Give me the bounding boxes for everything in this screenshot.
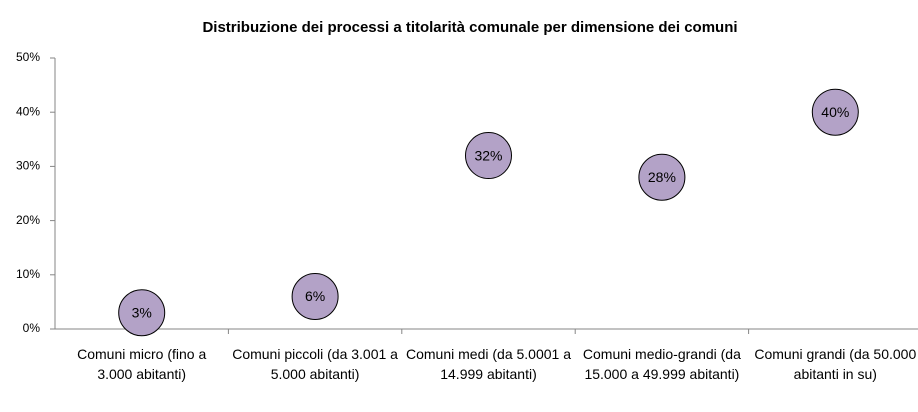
marker	[291, 272, 339, 320]
x-tick-label: Comuni piccoli (da 3.001 a 5.000 abitant…	[232, 346, 398, 382]
chart-title: Distribuzione dei processi a titolarità …	[202, 19, 737, 36]
x-tick-label: Comuni medio-grandi (da 15.000 a 49.999 …	[582, 346, 741, 382]
y-tick-label: 0%	[23, 321, 41, 335]
data-label: 40%	[821, 104, 849, 120]
x-tick-label: Comuni micro (fino a 3.000 abitanti)	[77, 346, 207, 382]
y-tick-label: 40%	[16, 104, 40, 118]
marker	[811, 88, 859, 136]
x-tick-label: Comuni grandi (da 50.000 abitanti in su)	[754, 346, 917, 382]
marker	[118, 289, 166, 337]
y-tick-label: 10%	[16, 267, 40, 281]
data-label: 3%	[132, 304, 152, 320]
y-tick-label: 50%	[16, 50, 40, 64]
y-tick-label: 30%	[16, 159, 40, 173]
y-tick-label: 20%	[16, 213, 40, 227]
marker	[465, 132, 512, 180]
data-label: 32%	[474, 147, 502, 163]
data-label: 6%	[305, 288, 325, 304]
marker	[638, 153, 686, 201]
x-tick-label: Comuni medi (da 5.0001 a 14.999 abitanti…	[406, 346, 571, 382]
data-label: 28%	[648, 169, 676, 185]
